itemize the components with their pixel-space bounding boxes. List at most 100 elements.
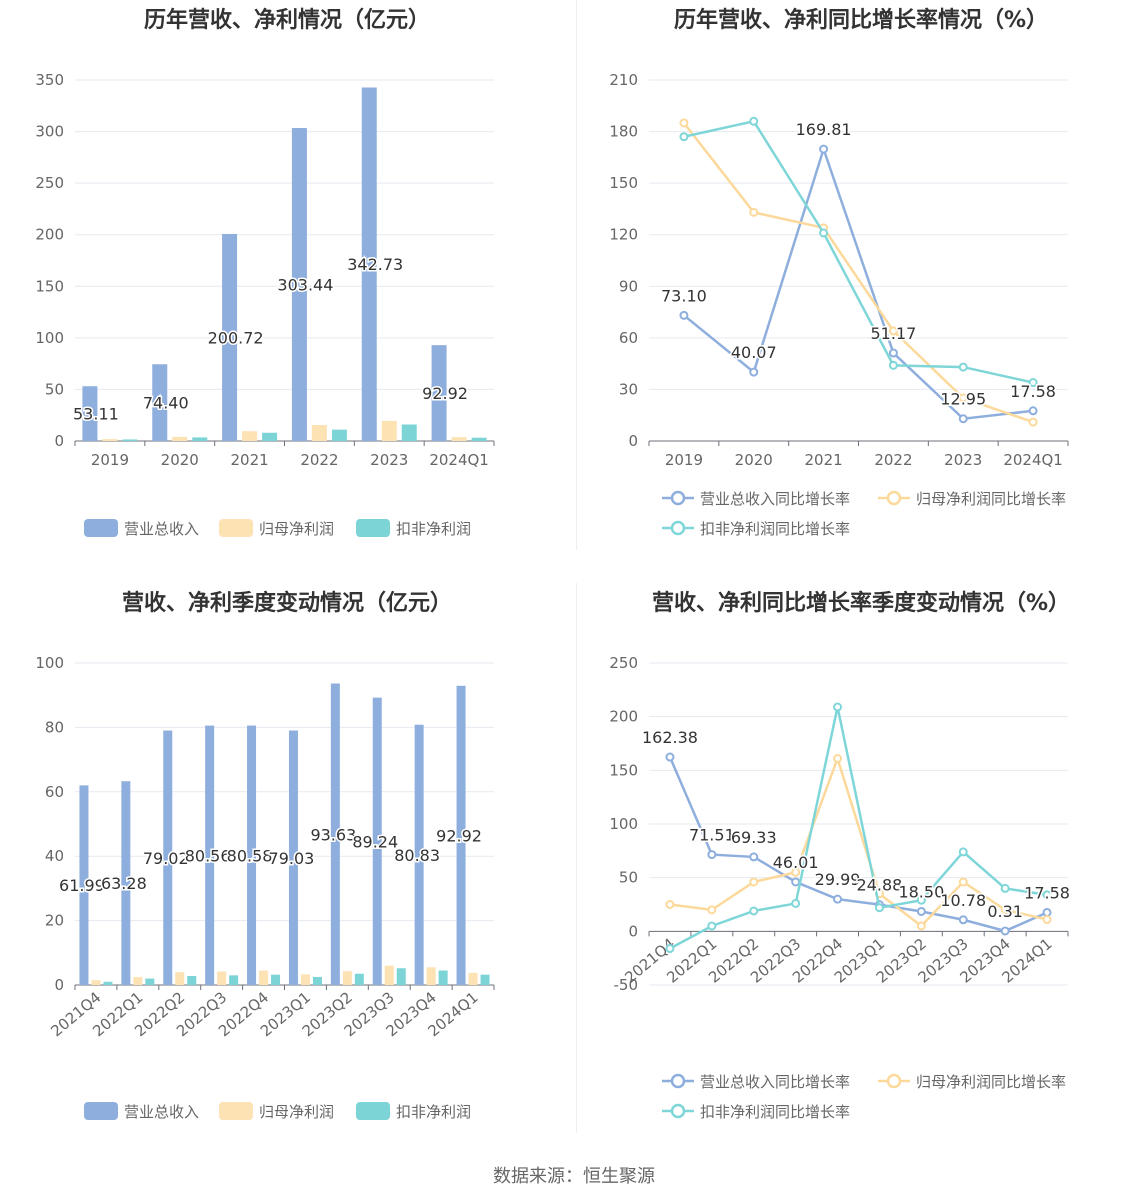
bar — [342, 971, 352, 985]
quarterly-growth-chart: -500501001502002502021Q42022Q12022Q22022… — [609, 654, 1071, 1121]
y-tick-label: 100 — [35, 329, 64, 347]
legend-swatch — [219, 519, 253, 537]
legend-label: 营业总收入 — [124, 520, 199, 538]
y-tick-label: 0 — [54, 976, 64, 994]
bar — [102, 439, 118, 441]
series-line — [682, 122, 1034, 424]
bar — [79, 785, 89, 985]
data-point — [833, 894, 843, 904]
bar — [431, 345, 447, 441]
data-point — [1028, 406, 1038, 416]
bar — [121, 781, 131, 985]
legend-label: 归母净利润 — [259, 1103, 334, 1121]
data-label: 17.58 — [1010, 382, 1056, 401]
y-tick-label: 80 — [45, 718, 64, 736]
legend-label: 归母净利润同比增长率 — [916, 1073, 1066, 1091]
data-label: 169.81 — [796, 120, 852, 139]
y-tick-label: 50 — [619, 869, 638, 887]
data-point — [665, 900, 675, 909]
y-tick-label: 200 — [35, 226, 64, 244]
bar — [361, 87, 377, 442]
data-point — [958, 414, 968, 424]
bar — [222, 233, 238, 441]
data-label: 162.38 — [642, 728, 698, 747]
series-line — [669, 754, 1048, 928]
data-point — [707, 905, 717, 915]
series-line — [668, 756, 1048, 933]
y-tick-label: 120 — [609, 226, 638, 244]
data-point — [749, 877, 759, 887]
x-tick-label: 2023 — [944, 451, 982, 469]
legend-label: 扣非净利润 — [396, 520, 471, 538]
bar — [242, 431, 258, 441]
data-label: 79.02 — [143, 849, 189, 868]
data-label: 24.88 — [857, 876, 903, 895]
legend-label: 归母净利润 — [259, 520, 334, 538]
y-tick-label: 350 — [35, 71, 64, 89]
bar — [259, 970, 269, 985]
legend-marker — [670, 490, 686, 506]
bar — [175, 972, 185, 985]
y-tick-label: 20 — [45, 912, 64, 930]
data-label: 342.73 — [347, 255, 403, 274]
data-label: 18.50 — [898, 882, 944, 901]
data-label: 51.17 — [871, 324, 917, 343]
data-point — [707, 850, 717, 860]
bar — [372, 697, 382, 985]
data-point — [749, 906, 759, 916]
data-label: 80.56 — [185, 846, 231, 865]
legend-label: 扣非净利润同比增长率 — [700, 1103, 850, 1121]
data-label: 40.07 — [731, 343, 777, 362]
bar — [103, 981, 113, 985]
y-tick-label: 150 — [35, 277, 64, 295]
x-tick-label: 2024Q1 — [1003, 451, 1063, 469]
y-tick-label: 250 — [35, 174, 64, 192]
data-point — [833, 702, 843, 712]
bar — [271, 974, 281, 985]
x-tick-label: 2021 — [230, 451, 268, 469]
data-label: 74.40 — [143, 394, 189, 413]
quarterly-amounts-chart: 0204060801002021Q42022Q12022Q22022Q32022… — [35, 654, 495, 1121]
bar — [480, 974, 490, 985]
data-point — [833, 754, 843, 764]
x-tick-label: 2020 — [735, 451, 773, 469]
y-tick-label: 180 — [609, 123, 638, 141]
legend-label: 营业总收入 — [124, 1103, 199, 1121]
data-point — [679, 118, 689, 128]
data-point — [958, 362, 968, 372]
data-point — [679, 310, 689, 320]
data-point — [749, 367, 759, 377]
chart-title: 历年营收、净利情况（亿元） — [143, 8, 430, 33]
legend-swatch — [219, 1102, 253, 1120]
bar — [145, 978, 155, 985]
data-point — [888, 326, 898, 336]
data-point — [749, 207, 759, 217]
y-tick-label: 200 — [609, 708, 638, 726]
x-tick-label: 2024Q1 — [429, 451, 489, 469]
legend-swatch — [84, 1102, 118, 1120]
data-point — [888, 348, 898, 358]
data-label: 61.99 — [59, 876, 105, 895]
panel-annual-amounts: 历年营收、净利情况（亿元） 0 50 100 150 200 250 300 350 2019 2… — [0, 0, 574, 583]
data-label: 200.72 — [208, 328, 264, 347]
y-tick-label: 0 — [54, 432, 64, 450]
x-tick-label: 2021 — [804, 451, 842, 469]
series-line — [669, 706, 1048, 950]
data-point — [888, 360, 898, 370]
data-label: 17.58 — [1024, 883, 1070, 902]
data-point — [1042, 890, 1052, 900]
bar — [331, 429, 347, 441]
annual-amounts-chart: 0 50 100 150 200 250 300 350 2019 2020 2021 2022 202… — [35, 71, 495, 538]
chart-title: 营收、净利同比增长率季度变动情况（%） — [651, 591, 1071, 616]
bar — [82, 386, 98, 441]
bar — [354, 973, 364, 985]
data-label: 10.78 — [940, 891, 986, 910]
data-label: 73.10 — [661, 286, 707, 305]
x-tick-label: 2019 — [91, 451, 129, 469]
y-tick-label: 0 — [628, 922, 638, 940]
chart-title: 历年营收、净利同比增长率情况（%） — [673, 8, 1049, 33]
y-tick-label: 90 — [619, 277, 638, 295]
data-point — [916, 906, 926, 916]
x-tick-label: 2022 — [300, 451, 338, 469]
legend-label: 归母净利润同比增长率 — [916, 490, 1066, 508]
